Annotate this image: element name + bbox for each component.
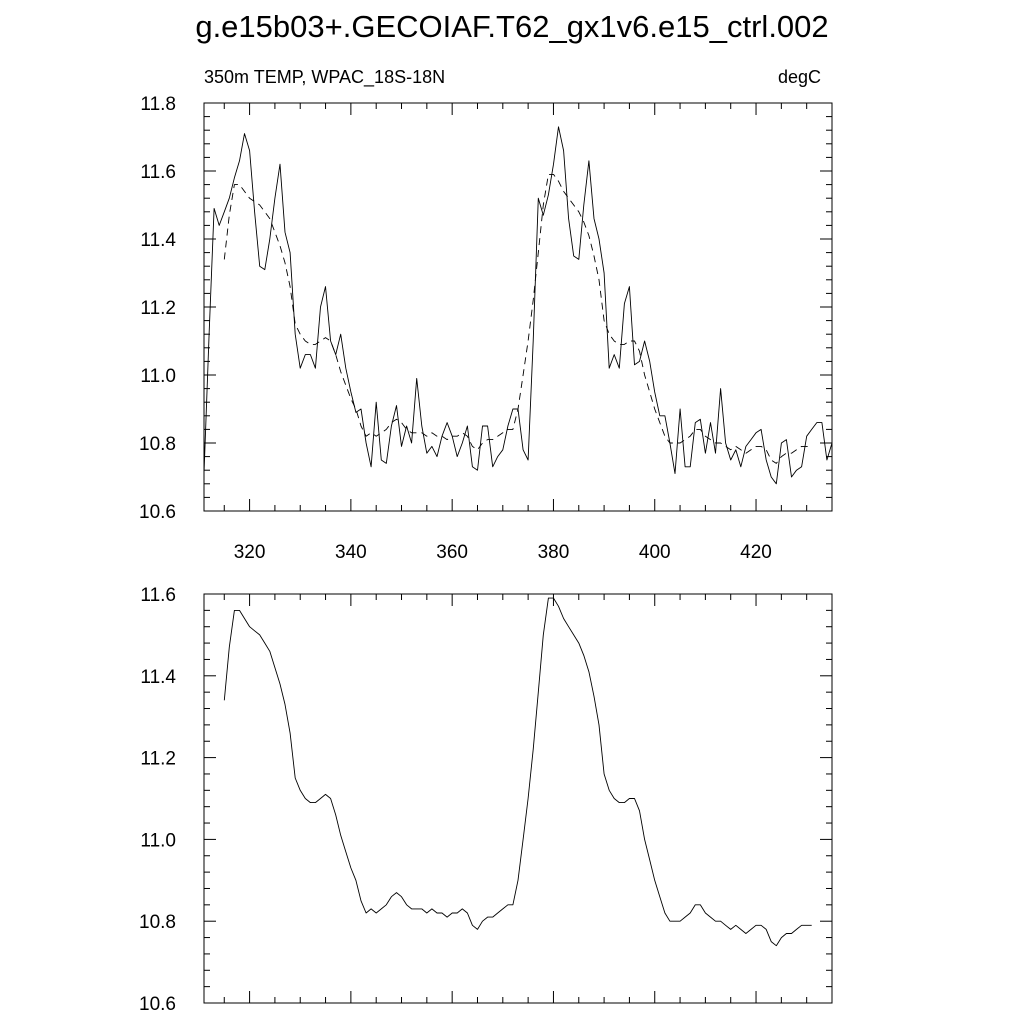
top-chart-subtitle-left: 350m TEMP, WPAC_18S-18N [204,67,445,88]
bottom-y-tick-label: 10.8 [139,912,176,933]
top-y-tick-label: 10.8 [139,434,176,455]
top-series-solid-line [203,126,833,485]
top-y-tick-label: 11.2 [140,298,176,319]
top-x-tick-label: 320 [234,542,266,563]
bottom-y-tick-label: 10.6 [139,994,176,1015]
top-chart-subtitle-right: degC [778,67,821,87]
top-x-tick-label: 380 [538,542,570,563]
bottom-y-tick-label: 11.2 [140,749,176,770]
bottom-plot-frame [203,593,833,1004]
top-x-tick-label: 340 [335,542,367,563]
top-y-tick-label: 11.4 [140,230,176,251]
top-chart-panel: 350m TEMP, WPAC_18S-18N degC 320 340 360 38… [139,67,833,563]
top-y-tick-label: 10.6 [139,502,176,523]
top-plot-frame [203,102,833,512]
top-series-dashed-line [223,173,812,464]
top-y-tick-label: 11.0 [140,366,176,387]
top-y-tick-label: 11.6 [140,162,176,183]
figure-title: g.e15b03+.GECOIAF.T62_gx1v6.e15_ctrl.002 [195,9,828,44]
top-y-tick-label: 11.8 [140,94,176,115]
top-x-tick-label: 420 [740,542,772,563]
top-x-tick-label: 360 [436,542,468,563]
bottom-y-tick-label: 11.6 [140,585,176,606]
bottom-y-tick-label: 11.0 [140,830,176,851]
bottom-series-solid-line [223,597,812,947]
top-x-tick-label: 400 [639,542,671,563]
bottom-chart-panel: 10.6 10.8 11.0 11.2 11.4 11.6 [139,585,833,1015]
bottom-y-tick-label: 11.4 [140,667,176,688]
